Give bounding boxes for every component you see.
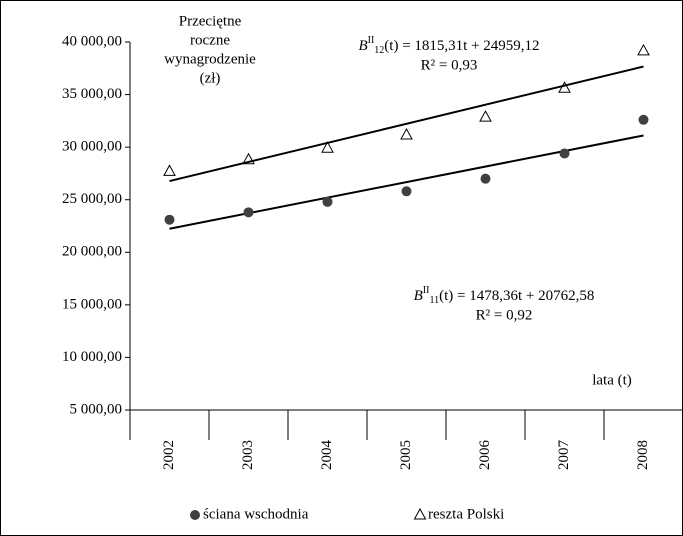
x-tick-label: 2007 <box>556 440 572 471</box>
point <box>321 141 334 153</box>
y-tick-label: 20 000,00 <box>62 244 122 260</box>
y-tick-label: 5 000,00 <box>70 401 123 417</box>
eq-formula: (t) = 1815,31t + 24959,12 <box>384 38 539 54</box>
eq-formula: (t) = 1478,36t + 20762,58 <box>439 288 594 304</box>
y-axis-label: (zł) <box>200 70 221 86</box>
legend-label: ściana wschodnia <box>203 506 309 522</box>
point <box>322 196 333 207</box>
trend-equation: BII11(t) = 1478,36t + 20762,58 <box>414 285 595 306</box>
eq-prefix: B <box>358 38 367 54</box>
legend-marker <box>190 510 200 520</box>
y-tick-label: 25 000,00 <box>62 191 122 207</box>
point <box>401 186 412 197</box>
point <box>638 114 649 125</box>
y-tick-label: 35 000,00 <box>62 86 122 102</box>
point <box>163 164 176 176</box>
point <box>164 214 175 225</box>
eq-sup: II <box>368 35 375 46</box>
x-tick-label: 2005 <box>398 440 414 470</box>
legend-label: reszta Polski <box>428 506 504 522</box>
y-axis-label: Przeciętne <box>179 13 242 29</box>
y-tick-label: 15 000,00 <box>62 296 122 312</box>
point <box>243 207 254 218</box>
point <box>479 110 492 122</box>
trend-line <box>169 65 644 183</box>
x-tick-label: 2002 <box>161 440 177 470</box>
point <box>558 81 571 93</box>
eq-sup: II <box>423 285 430 296</box>
y-axis-label: roczne <box>190 32 230 48</box>
x-axis-label: lata (t) <box>592 372 632 388</box>
x-tick-label: 2006 <box>477 440 493 471</box>
eq-sub: 11 <box>429 295 439 306</box>
eq-sub: 12 <box>374 45 384 56</box>
trend-r2: R² = 0,92 <box>476 307 533 323</box>
trend-equation: BII12(t) = 1815,31t + 24959,12 <box>358 35 539 56</box>
y-tick-label: 40 000,00 <box>62 33 122 49</box>
x-tick-label: 2003 <box>240 440 256 470</box>
point <box>637 43 650 56</box>
y-tick-label: 10 000,00 <box>62 349 122 365</box>
point <box>559 148 570 159</box>
point <box>400 128 413 140</box>
y-axis-label: wynagrodzenie <box>164 51 256 67</box>
trend-r2: R² = 0,93 <box>421 57 478 73</box>
y-tick-label: 30 000,00 <box>62 139 122 155</box>
eq-prefix: B <box>414 288 423 304</box>
x-tick-label: 2004 <box>319 440 335 471</box>
x-tick-label: 2008 <box>635 440 651 470</box>
point <box>480 173 491 184</box>
point <box>242 152 255 165</box>
legend-marker <box>413 507 427 520</box>
